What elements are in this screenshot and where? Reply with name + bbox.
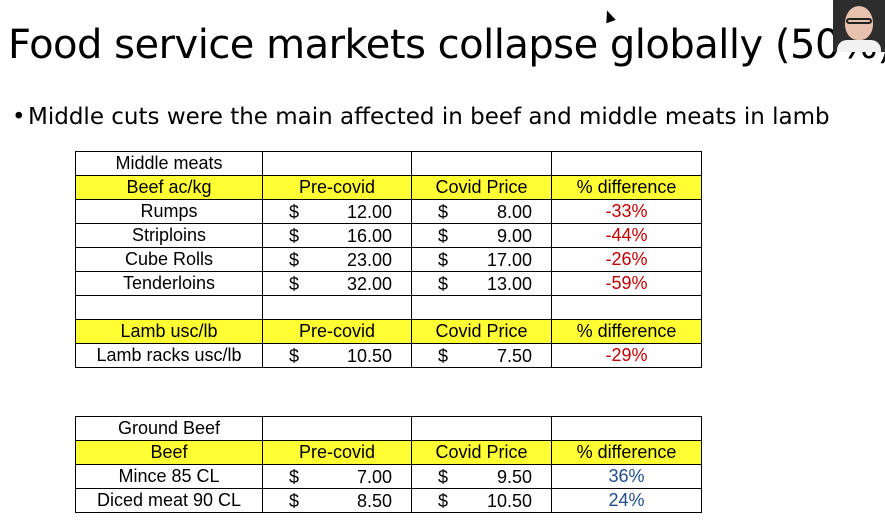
table-row: Rumps $12.00 $8.00 -33% [75,199,702,224]
section-title-ground-beef: Ground Beef [75,416,263,441]
table-row: Diced meat 90 CL $8.50 $10.50 24% [75,488,702,513]
header-cell: Beef [75,440,263,465]
pre-covid-cell: $12.00 [262,199,412,224]
table-row: Middle meats [75,151,702,176]
ground-header-row: Beef Pre-covid Covid Price % difference [75,440,702,465]
lamb-header-row: Lamb usc/lb Pre-covid Covid Price % diff… [75,319,702,344]
header-cell: Pre-covid [262,319,412,344]
pre-covid-cell: $8.50 [262,488,412,513]
percent-difference: -59% [551,271,702,296]
presenter-glasses [846,18,872,24]
cut-name: Mince 85 CL [75,464,263,489]
presenter-webcam-thumbnail [833,0,885,52]
currency-symbol: $ [438,250,449,270]
slide-title: Food service markets collapse globally (… [8,22,885,68]
price-value: 8.50 [356,491,392,511]
price-value: 32.00 [346,274,392,294]
price-value: 23.00 [346,250,392,270]
table-row: Cube Rolls $23.00 $17.00 -26% [75,247,702,272]
price-value: 10.50 [486,491,532,511]
currency-symbol: $ [438,467,449,487]
header-cell: Pre-covid [262,440,412,465]
cut-name: Striploins [75,223,263,248]
percent-difference: 36% [551,464,702,489]
table-row: Lamb racks usc/lb $10.50 $7.50 -29% [75,343,702,368]
currency-symbol: $ [289,226,300,246]
currency-symbol: $ [438,491,449,511]
middle-meats-table: Middle meats Beef ac/kg Pre-covid Covid … [75,151,702,368]
covid-price-cell: $17.00 [411,247,552,272]
pre-covid-cell: $16.00 [262,223,412,248]
header-cell: Covid Price [411,440,552,465]
covid-price-cell: $9.50 [411,464,552,489]
table-row: Striploins $16.00 $9.00 -44% [75,223,702,248]
price-value: 10.50 [346,346,392,366]
header-cell: % difference [551,440,702,465]
cut-name: Tenderloins [75,271,263,296]
percent-difference: -26% [551,247,702,272]
cut-name: Rumps [75,199,263,224]
price-value: 7.00 [356,467,392,487]
currency-symbol: $ [289,274,300,294]
ground-beef-table: Ground Beef Beef Pre-covid Covid Price %… [75,416,702,513]
header-cell: Covid Price [411,175,552,200]
price-value: 16.00 [346,226,392,246]
pre-covid-cell: $23.00 [262,247,412,272]
bullet-point: • Middle cuts were the main affected in b… [12,104,830,130]
section-title-middle-meats: Middle meats [75,151,263,176]
price-value: 7.50 [496,346,532,366]
percent-difference: -44% [551,223,702,248]
covid-price-cell: $9.00 [411,223,552,248]
price-value: 9.00 [496,226,532,246]
covid-price-cell: $7.50 [411,343,552,368]
currency-symbol: $ [438,226,449,246]
pre-covid-cell: $7.00 [262,464,412,489]
price-value: 12.00 [346,202,392,222]
header-cell: % difference [551,319,702,344]
price-value: 9.50 [496,467,532,487]
currency-symbol: $ [289,467,300,487]
bullet-marker: • [12,104,26,130]
covid-price-cell: $10.50 [411,488,552,513]
currency-symbol: $ [289,491,300,511]
header-cell: Beef ac/kg [75,175,263,200]
cut-name: Lamb racks usc/lb [75,343,263,368]
covid-price-cell: $13.00 [411,271,552,296]
percent-difference: -29% [551,343,702,368]
price-value: 17.00 [486,250,532,270]
table-row: Tenderloins $32.00 $13.00 -59% [75,271,702,296]
currency-symbol: $ [289,250,300,270]
percent-difference: -33% [551,199,702,224]
header-cell: % difference [551,175,702,200]
currency-symbol: $ [438,274,449,294]
cut-name: Diced meat 90 CL [75,488,263,513]
table-row: Mince 85 CL $7.00 $9.50 36% [75,464,702,489]
bullet-text: Middle cuts were the main affected in be… [28,104,830,130]
covid-price-cell: $8.00 [411,199,552,224]
currency-symbol: $ [438,346,449,366]
header-cell: Lamb usc/lb [75,319,263,344]
price-value: 8.00 [496,202,532,222]
table-row: Ground Beef [75,416,702,441]
empty-row [75,295,702,320]
pre-covid-cell: $10.50 [262,343,412,368]
header-cell: Pre-covid [262,175,412,200]
currency-symbol: $ [289,346,300,366]
presenter-shirt [837,40,881,52]
pre-covid-cell: $32.00 [262,271,412,296]
currency-symbol: $ [289,202,300,222]
header-cell: Covid Price [411,319,552,344]
currency-symbol: $ [438,202,449,222]
cut-name: Cube Rolls [75,247,263,272]
price-value: 13.00 [486,274,532,294]
percent-difference: 24% [551,488,702,513]
beef-header-row: Beef ac/kg Pre-covid Covid Price % diffe… [75,175,702,200]
